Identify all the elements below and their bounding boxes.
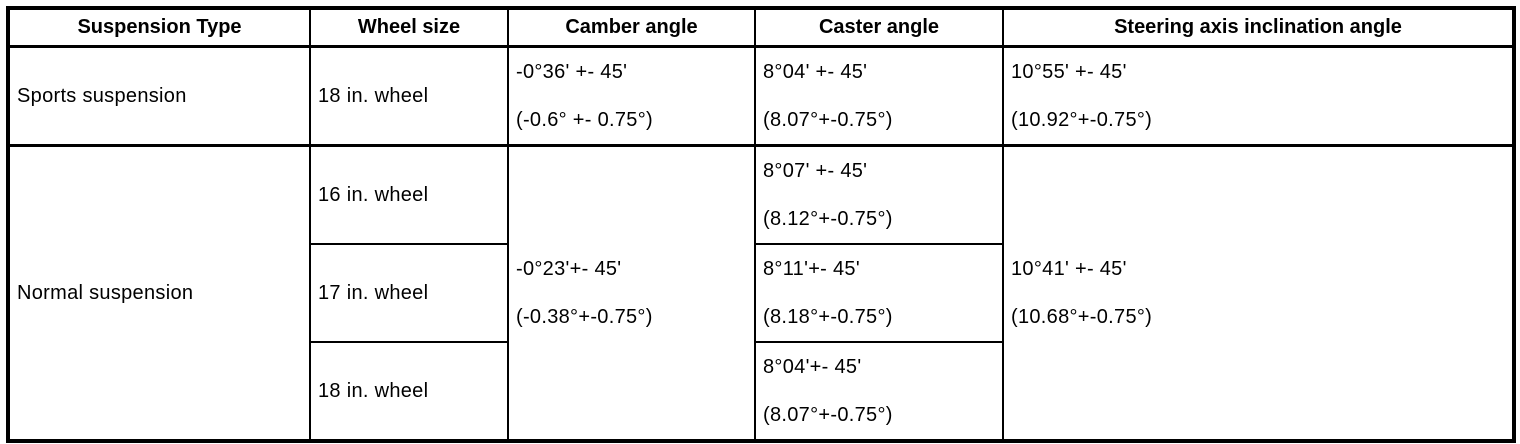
normal-camber-degrees: (-0.38°+-0.75°) — [516, 305, 653, 328]
table-row-normal-18: 18 in. wheel 8°04'+- 45' (8.07°+-0.75°) — [8, 340, 1514, 442]
normal-caster-18-minutes: 8°04'+- 45' — [763, 355, 862, 378]
header-caster-angle: Caster angle — [754, 7, 1004, 48]
sports-steering-minutes: 10°55' +- 45' — [1011, 60, 1127, 83]
table-row-normal-16: Normal suspension 16 in. wheel -0°23'+- … — [7, 144, 1515, 442]
sports-wheel-label: 18 in. wheel — [318, 84, 429, 107]
table-row-sports: Sports suspension 18 in. wheel -0°36' +-… — [7, 45, 1515, 147]
normal-camber-minutes: -0°23'+- 45' — [516, 257, 622, 280]
cell-sports-caster: 8°04' +- 45' (8.07°+-0.75°) — [754, 45, 1004, 147]
normal-wheel-18-label: 18 in. wheel — [318, 379, 429, 402]
suspension-spec-table: Suspension Type Wheel size Camber angle … — [6, 6, 1516, 443]
normal-steering-degrees: (10.68°+-0.75°) — [1011, 305, 1153, 328]
normal-wheel-16-label: 16 in. wheel — [318, 183, 429, 206]
sports-suspension-label: Sports suspension — [17, 84, 187, 107]
header-wheel-size: Wheel size — [309, 7, 509, 48]
sports-caster-degrees: (8.07°+-0.75°) — [763, 108, 893, 131]
normal-caster-17-degrees: (8.18°+-0.75°) — [763, 305, 893, 328]
header-row: Suspension Type Wheel size Camber angle … — [7, 7, 1515, 48]
header-steering-axis-inclination: Steering axis inclination angle — [1002, 7, 1515, 48]
cell-normal-wheel-16: 16 in. wheel — [309, 144, 509, 245]
cell-sports-wheel: 18 in. wheel — [309, 45, 509, 147]
normal-steering-minutes: 10°41' +- 45' — [1011, 257, 1127, 280]
cell-normal-wheel-17: 17 in. wheel — [309, 242, 509, 343]
sports-camber-degrees: (-0.6° +- 0.75°) — [516, 108, 653, 131]
sports-camber-minutes: -0°36' +- 45' — [516, 60, 628, 83]
cell-sports-steering: 10°55' +- 45' (10.92°+-0.75°) — [1002, 45, 1515, 147]
normal-caster-16-minutes: 8°07' +- 45' — [763, 159, 868, 182]
normal-caster-18-degrees: (8.07°+-0.75°) — [763, 403, 893, 426]
cell-normal-camber: -0°23'+- 45' (-0.38°+-0.75°) — [507, 144, 756, 442]
normal-caster-17-minutes: 8°11'+- 45' — [763, 257, 860, 280]
normal-suspension-label: Normal suspension — [17, 281, 194, 304]
sports-caster-minutes: 8°04' +- 45' — [763, 60, 868, 83]
normal-caster-16-degrees: (8.12°+-0.75°) — [763, 207, 893, 230]
cell-normal-wheel-18: 18 in. wheel — [309, 340, 509, 442]
header-suspension-type: Suspension Type — [7, 7, 311, 48]
table-row-normal-17: 17 in. wheel 8°11'+- 45' (8.18°+-0.75°) — [8, 242, 1514, 343]
cell-sports-suspension: Sports suspension — [7, 45, 311, 147]
header-camber-angle: Camber angle — [507, 7, 756, 48]
cell-normal-caster-16: 8°07' +- 45' (8.12°+-0.75°) — [754, 144, 1004, 245]
normal-wheel-17-label: 17 in. wheel — [318, 281, 429, 304]
cell-sports-camber: -0°36' +- 45' (-0.6° +- 0.75°) — [507, 45, 756, 147]
cell-normal-caster-17: 8°11'+- 45' (8.18°+-0.75°) — [754, 242, 1004, 343]
cell-normal-suspension: Normal suspension — [7, 144, 311, 442]
sports-steering-degrees: (10.92°+-0.75°) — [1011, 108, 1153, 131]
cell-normal-caster-18: 8°04'+- 45' (8.07°+-0.75°) — [754, 340, 1004, 442]
cell-normal-steering: 10°41' +- 45' (10.68°+-0.75°) — [1002, 144, 1515, 442]
